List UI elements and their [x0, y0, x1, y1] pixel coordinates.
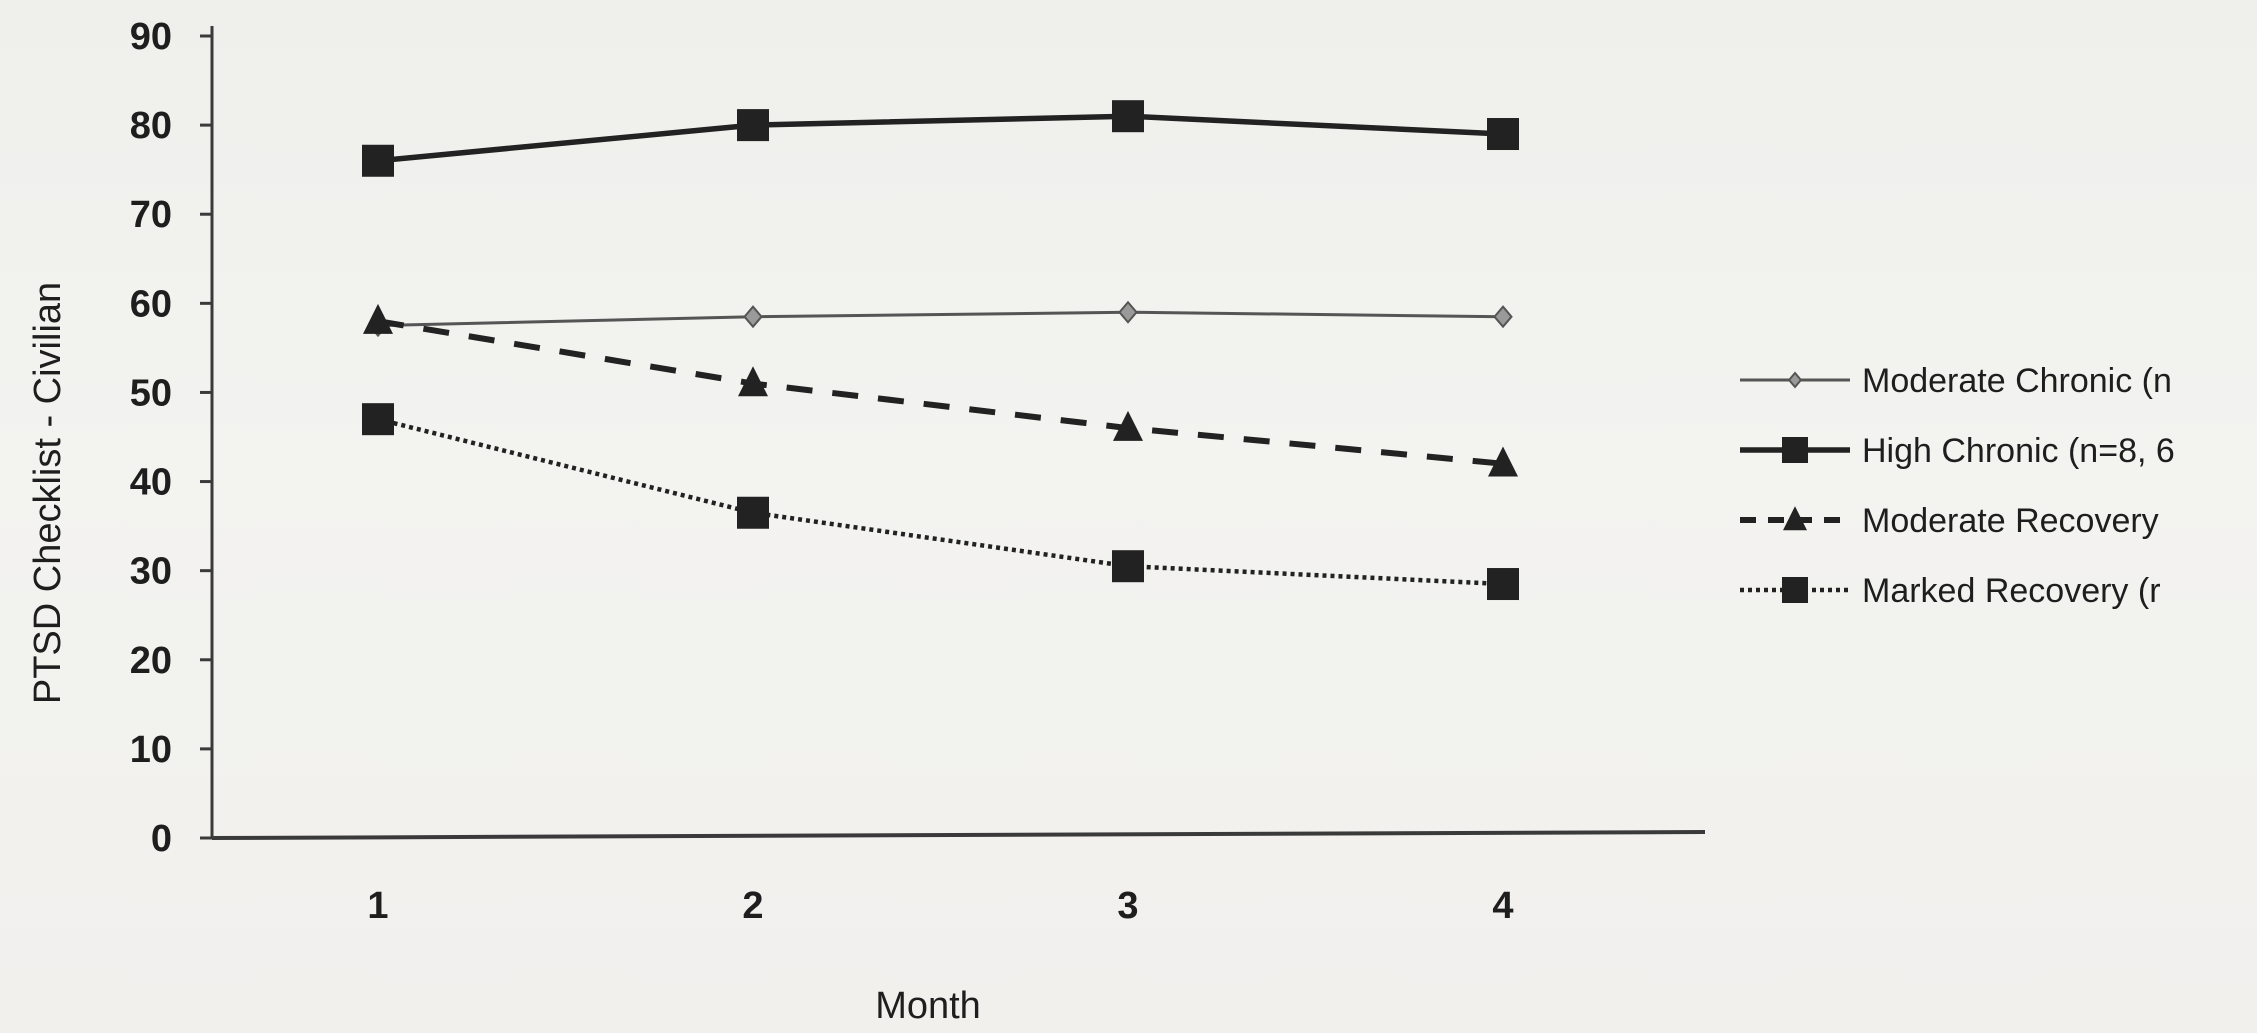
axes: 0 10 20 30 40 50 60 70 80 90 1 2 3 4 [130, 16, 1706, 927]
data-point [737, 496, 769, 529]
series-2 [363, 303, 1518, 477]
y-tick-label: 50 [130, 372, 172, 414]
series-0 [368, 300, 1513, 338]
x-tick-label: 1 [367, 885, 388, 927]
legend-marker [1783, 506, 1807, 531]
legend-item: Moderate Recovery [1740, 502, 2159, 540]
data-point [362, 144, 394, 177]
legend-item: Marked Recovery (r [1740, 572, 2161, 610]
x-axis [211, 830, 1706, 840]
series-1 [362, 100, 1519, 177]
y-tick-label: 90 [130, 16, 172, 58]
series-line [377, 113, 1504, 164]
y-tick-label: 30 [130, 551, 172, 593]
x-axis-title: Month [875, 985, 981, 1027]
data-point [737, 109, 769, 142]
series-line [377, 318, 1504, 467]
data-point [1112, 100, 1144, 133]
y-tick-label: 10 [130, 729, 172, 771]
series-line [377, 310, 1504, 328]
y-ticks: 0 10 20 30 40 50 60 70 80 90 [130, 16, 212, 860]
y-tick-label: 20 [130, 640, 172, 682]
legend-item: Moderate Chronic (n [1740, 362, 2172, 400]
legend-label: Marked Recovery (r [1862, 572, 2161, 610]
data-point [1493, 305, 1513, 329]
legend-label: Moderate Recovery [1862, 502, 2159, 540]
data-point [1113, 410, 1143, 441]
legend-marker [1782, 437, 1808, 463]
data-point [1118, 300, 1138, 324]
legend-marker [1782, 577, 1808, 603]
data-point [1487, 568, 1519, 601]
data-point [738, 366, 768, 397]
data-point [1487, 118, 1519, 151]
y-tick-label: 0 [151, 818, 172, 860]
legend-label: High Chronic (n=8, 6 [1862, 432, 2175, 470]
legend-item: High Chronic (n=8, 6 [1740, 432, 2175, 470]
y-tick-label: 70 [130, 194, 172, 236]
x-tick-label: 3 [1117, 885, 1138, 927]
data-point [1112, 550, 1144, 583]
y-axis-title: PTSD Checklist - Civilian [27, 282, 69, 704]
x-tick-label: 4 [1492, 885, 1513, 927]
y-tick-label: 80 [130, 105, 172, 147]
data-point [743, 305, 763, 329]
data-point [362, 403, 394, 436]
series-line [377, 416, 1504, 587]
y-tick-label: 40 [130, 462, 172, 504]
x-ticks: 1 2 3 4 [367, 885, 1513, 927]
y-tick-label: 60 [130, 283, 172, 325]
data-point [1488, 446, 1518, 477]
legend-marker [1787, 371, 1803, 389]
series-3 [362, 403, 1519, 601]
legend-label: Moderate Chronic (n [1862, 362, 2172, 400]
series-layer [362, 100, 1519, 601]
x-tick-label: 2 [742, 885, 763, 927]
legend: Moderate Chronic (n High Chronic (n=8, 6 M… [1740, 362, 2175, 610]
data-point [363, 303, 393, 334]
